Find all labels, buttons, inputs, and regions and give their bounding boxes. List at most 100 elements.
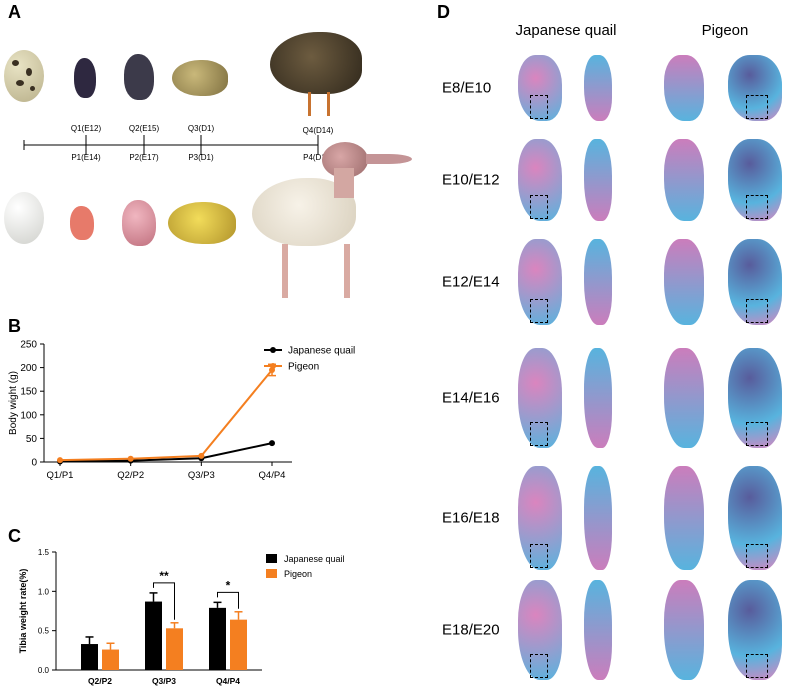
body-weight-line-chart: 0 50 100 150 200 250 Q1/P1 Q2/P2 Q3/P3 Q4/P4 Body … bbox=[8, 340, 355, 482]
x-tick-label: Q4/P4 bbox=[216, 676, 240, 686]
timeline-q1: Q1(E12) bbox=[70, 124, 102, 133]
quail-skeleton-image bbox=[518, 348, 562, 448]
data-point bbox=[57, 457, 63, 464]
quail-zoom-box bbox=[530, 654, 548, 678]
y-tick-label: 150 bbox=[20, 387, 37, 398]
y-tick-label: 50 bbox=[26, 434, 38, 445]
bar bbox=[209, 607, 226, 670]
significance-bracket bbox=[217, 591, 239, 609]
column-header-quail: Japanese quail bbox=[515, 22, 617, 39]
quail-skeleton-image bbox=[518, 580, 562, 680]
bar bbox=[166, 628, 183, 670]
y-tick-label: 100 bbox=[20, 410, 37, 421]
pigeon-zoom-box bbox=[746, 299, 768, 323]
panel-c-label: C bbox=[8, 526, 21, 546]
legend-label: Japanese quail bbox=[288, 346, 355, 357]
pigeon-zoom-box bbox=[746, 95, 768, 119]
x-tick-label: Q2/P2 bbox=[117, 470, 144, 481]
pigeon-squab-p3-image bbox=[168, 202, 236, 244]
legend-marker bbox=[270, 363, 276, 369]
stage-label: E8/E10 bbox=[442, 79, 492, 97]
y-axis-label: Body wight (g) bbox=[8, 371, 19, 435]
pigeon-skeleton-image bbox=[728, 466, 782, 570]
quail-embryo-q2-image bbox=[124, 54, 154, 100]
x-tick-label: Q4/P4 bbox=[259, 470, 286, 481]
y-tick-label: 200 bbox=[20, 363, 37, 374]
bar bbox=[145, 601, 162, 670]
timeline-p4: P4(D14) bbox=[303, 153, 333, 162]
panel-d-label: D bbox=[437, 2, 450, 22]
quail-tibia-zoom-image bbox=[584, 580, 612, 680]
pigeon-legs-image bbox=[282, 244, 350, 298]
timeline-q4: Q4(D14) bbox=[302, 126, 334, 135]
y-tick-label: 0.5 bbox=[38, 627, 50, 636]
quail-zoom-box bbox=[530, 422, 548, 446]
quail-egg-image bbox=[4, 50, 44, 102]
pigeon-tibia-zoom-image bbox=[664, 139, 704, 221]
quail-tibia-zoom-image bbox=[584, 466, 612, 570]
timeline-q2: Q2(E15) bbox=[128, 124, 160, 133]
legend-swatch bbox=[266, 554, 277, 563]
pigeon-skeleton-image bbox=[728, 55, 782, 121]
y-axis-label: Tibia weight rate(%) bbox=[18, 569, 28, 654]
legend-label: Japanese quail bbox=[284, 554, 345, 564]
pigeon-tibia-zoom-image bbox=[664, 348, 704, 448]
y-tick-label: 1.5 bbox=[38, 548, 50, 557]
column-header-pigeon: Pigeon bbox=[701, 22, 749, 39]
legend-label: Pigeon bbox=[284, 569, 312, 579]
timeline-p2: P2(E17) bbox=[129, 153, 159, 162]
stage-label: E10/E12 bbox=[442, 171, 500, 189]
quail-zoom-box bbox=[530, 299, 548, 323]
pigeon-tibia-zoom-image bbox=[664, 580, 704, 680]
pigeon-tibia-zoom-image bbox=[664, 466, 704, 570]
quail-skeleton-image bbox=[518, 139, 562, 221]
timeline-p1: P1(E14) bbox=[71, 153, 101, 162]
legend-label: Pigeon bbox=[288, 362, 319, 373]
legend-swatch bbox=[266, 569, 277, 578]
pigeon-zoom-box bbox=[746, 654, 768, 678]
panel-a-label: A bbox=[8, 2, 21, 22]
bar bbox=[81, 644, 98, 670]
significance-label: * bbox=[226, 578, 231, 592]
quail-tibia-zoom-image bbox=[584, 55, 612, 121]
tibia-weight-bar-chart: 0.0 0.5 1.0 1.5 Tibia weight rate(%) Q2/P2 Q3/… bbox=[18, 548, 345, 686]
y-tick-label: 1.0 bbox=[38, 587, 50, 596]
x-tick-label: Q2/P2 bbox=[88, 676, 112, 686]
significance-label: ** bbox=[159, 569, 169, 583]
stage-label: E16/E18 bbox=[442, 509, 500, 527]
quail-adult-q4-image bbox=[270, 32, 362, 94]
y-tick-label: 0 bbox=[31, 458, 37, 469]
pigeon-tibia-zoom-image bbox=[664, 55, 704, 121]
pigeon-egg-image bbox=[4, 192, 44, 244]
significance-bracket bbox=[153, 582, 175, 620]
pigeon-zoom-box bbox=[746, 544, 768, 568]
pigeon-neck-image bbox=[334, 168, 354, 198]
quail-zoom-box bbox=[530, 195, 548, 219]
quail-tibia-zoom-image bbox=[584, 239, 612, 325]
pigeon-zoom-box bbox=[746, 422, 768, 446]
quail-tibia-zoom-image bbox=[584, 348, 612, 448]
quail-leg-image bbox=[308, 92, 330, 116]
stage-label: E18/E20 bbox=[442, 621, 500, 639]
quail-skeleton-image bbox=[518, 55, 562, 121]
quail-skeleton-image bbox=[518, 239, 562, 325]
y-tick-label: 250 bbox=[20, 340, 37, 351]
pigeon-beak-image bbox=[366, 154, 412, 164]
pigeon-skeleton-image bbox=[728, 239, 782, 325]
quail-tibia-zoom-image bbox=[584, 139, 612, 221]
x-tick-label: Q3/P3 bbox=[188, 470, 215, 481]
bar bbox=[230, 619, 247, 670]
development-timeline bbox=[23, 135, 319, 155]
timeline-q3: Q3(D1) bbox=[187, 124, 215, 133]
series-line bbox=[59, 442, 273, 463]
legend-marker bbox=[270, 347, 276, 353]
quail-embryo-q1-image bbox=[74, 58, 96, 98]
pigeon-tibia-zoom-image bbox=[664, 239, 704, 325]
panel-b-label: B bbox=[8, 316, 21, 336]
stage-label: E14/E16 bbox=[442, 389, 500, 407]
pigeon-skeleton-image bbox=[728, 348, 782, 448]
stage-label: E12/E14 bbox=[442, 273, 500, 291]
pigeon-embryo-p1-image bbox=[70, 206, 94, 240]
quail-zoom-box bbox=[530, 544, 548, 568]
x-tick-label: Q1/P1 bbox=[47, 470, 74, 481]
